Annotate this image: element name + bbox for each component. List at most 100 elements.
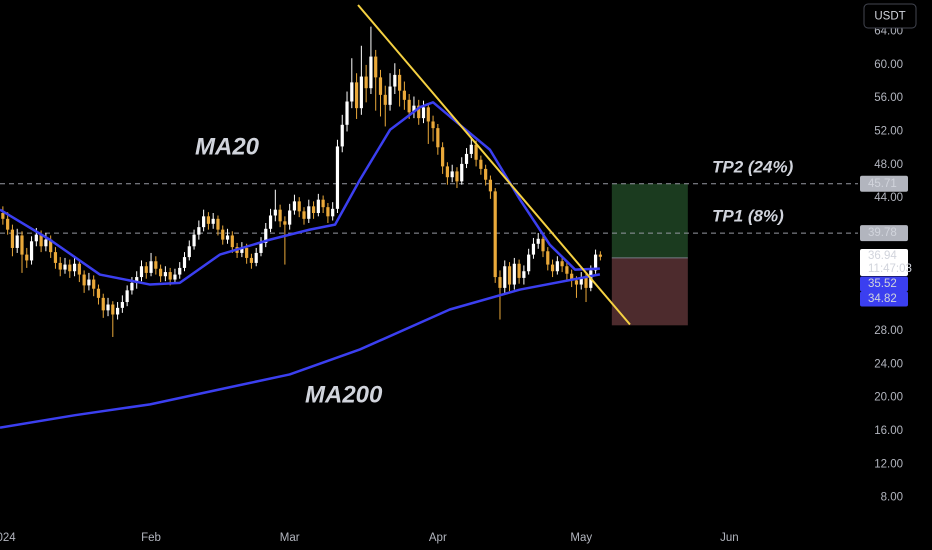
candle-body [92, 279, 96, 289]
candle-body [517, 263, 521, 278]
candle-body [168, 272, 172, 280]
candle-body [307, 206, 311, 219]
currency-label[interactable]: USDT [874, 11, 905, 23]
countdown-label: 11:47:03 [868, 263, 912, 275]
candle-body [111, 304, 115, 315]
candle-body [10, 229, 15, 248]
candle-body [541, 238, 545, 252]
candle-body [546, 251, 550, 265]
candle-body [383, 94, 387, 105]
candle-body [230, 235, 234, 248]
candle-body [187, 246, 191, 258]
candle-body [288, 210, 292, 225]
candle-body [531, 243, 536, 255]
candle-body [464, 153, 469, 164]
x-tick-label: Feb [141, 532, 161, 544]
candle-body [527, 254, 531, 272]
level-label: TP1 (8%) [712, 207, 784, 226]
candle-body [221, 229, 225, 240]
candle-body [130, 282, 134, 291]
candle-body [498, 277, 502, 288]
y-tick-label: 12.00 [874, 458, 903, 470]
price-badge [860, 249, 908, 276]
candle-body [331, 208, 335, 217]
ma-line [0, 101, 600, 286]
candle-body [139, 266, 144, 278]
candle-body [101, 297, 105, 311]
candle-body [20, 235, 24, 255]
loss-zone [611, 257, 688, 326]
trendline [357, 4, 631, 326]
candle-body [570, 273, 574, 281]
candle-body [25, 254, 29, 261]
y-tick-label: 16.00 [874, 425, 903, 437]
candle-body [182, 257, 187, 268]
candle-body [77, 263, 81, 275]
currency-button[interactable] [863, 3, 917, 29]
candle-body [44, 239, 48, 247]
candle-body [302, 211, 306, 219]
y-tick-label: 44.00 [874, 192, 903, 204]
candle-body [350, 82, 354, 102]
candle-body [364, 76, 368, 89]
candle-body [216, 218, 220, 230]
candle-body [259, 242, 263, 253]
candle-body [412, 105, 416, 113]
candle-body [455, 171, 459, 182]
y-tick-label: 48.00 [874, 159, 903, 171]
y-tick-label: 28.00 [874, 325, 903, 337]
candle-body [72, 263, 77, 272]
candle-body [106, 304, 110, 311]
candle-body [474, 144, 478, 160]
candle-body [34, 234, 38, 242]
candle-body [393, 74, 397, 87]
candle-body [417, 105, 421, 119]
candle-body [436, 128, 440, 148]
candle-body [536, 238, 540, 244]
candle-body [560, 261, 564, 267]
x-tick-label: May [570, 532, 592, 544]
y-tick-label: 60.00 [874, 59, 903, 71]
candle-body [254, 252, 258, 263]
candle-body [340, 124, 344, 147]
candle-body [503, 266, 507, 288]
candle-body [87, 279, 91, 286]
candle-body [565, 266, 569, 274]
ma-annotation: MA20 [195, 133, 260, 160]
candle-body [58, 262, 62, 270]
candle-body [398, 74, 402, 91]
y-tick-label: 56.00 [874, 92, 903, 104]
candle-body [144, 266, 148, 273]
candle-body [115, 307, 120, 315]
x-tick-label: Apr [429, 532, 447, 544]
candle-body [197, 227, 201, 235]
candle-body [484, 168, 488, 180]
candle-body [206, 216, 211, 224]
ma-badge-label: 35.52 [868, 278, 897, 290]
x-tick-label: Jun [720, 532, 739, 544]
candle-body [345, 101, 349, 125]
candle-body [125, 290, 129, 303]
candle-body [202, 216, 206, 228]
candle-body [292, 201, 297, 211]
candle-body [63, 264, 67, 270]
candle-body [407, 99, 411, 113]
y-tick-label: 8.00 [881, 492, 903, 504]
candle-body [488, 179, 493, 192]
candle-body [593, 254, 598, 271]
level-badge-label: 45.71 [868, 178, 897, 190]
candle-body [68, 264, 72, 272]
candle-body [178, 267, 182, 275]
candle-body [53, 252, 58, 263]
candle-body [460, 163, 464, 182]
candle-body [378, 77, 383, 95]
candle-body [359, 76, 363, 109]
level-label: TP2 (24%) [712, 157, 794, 176]
candle-body [278, 209, 282, 222]
candle-body [335, 146, 340, 209]
candle-body [493, 191, 497, 278]
candle-body [316, 199, 320, 213]
ma-badge [860, 276, 908, 292]
candle-body [555, 261, 559, 272]
ma-badge-label: 34.82 [868, 293, 897, 305]
